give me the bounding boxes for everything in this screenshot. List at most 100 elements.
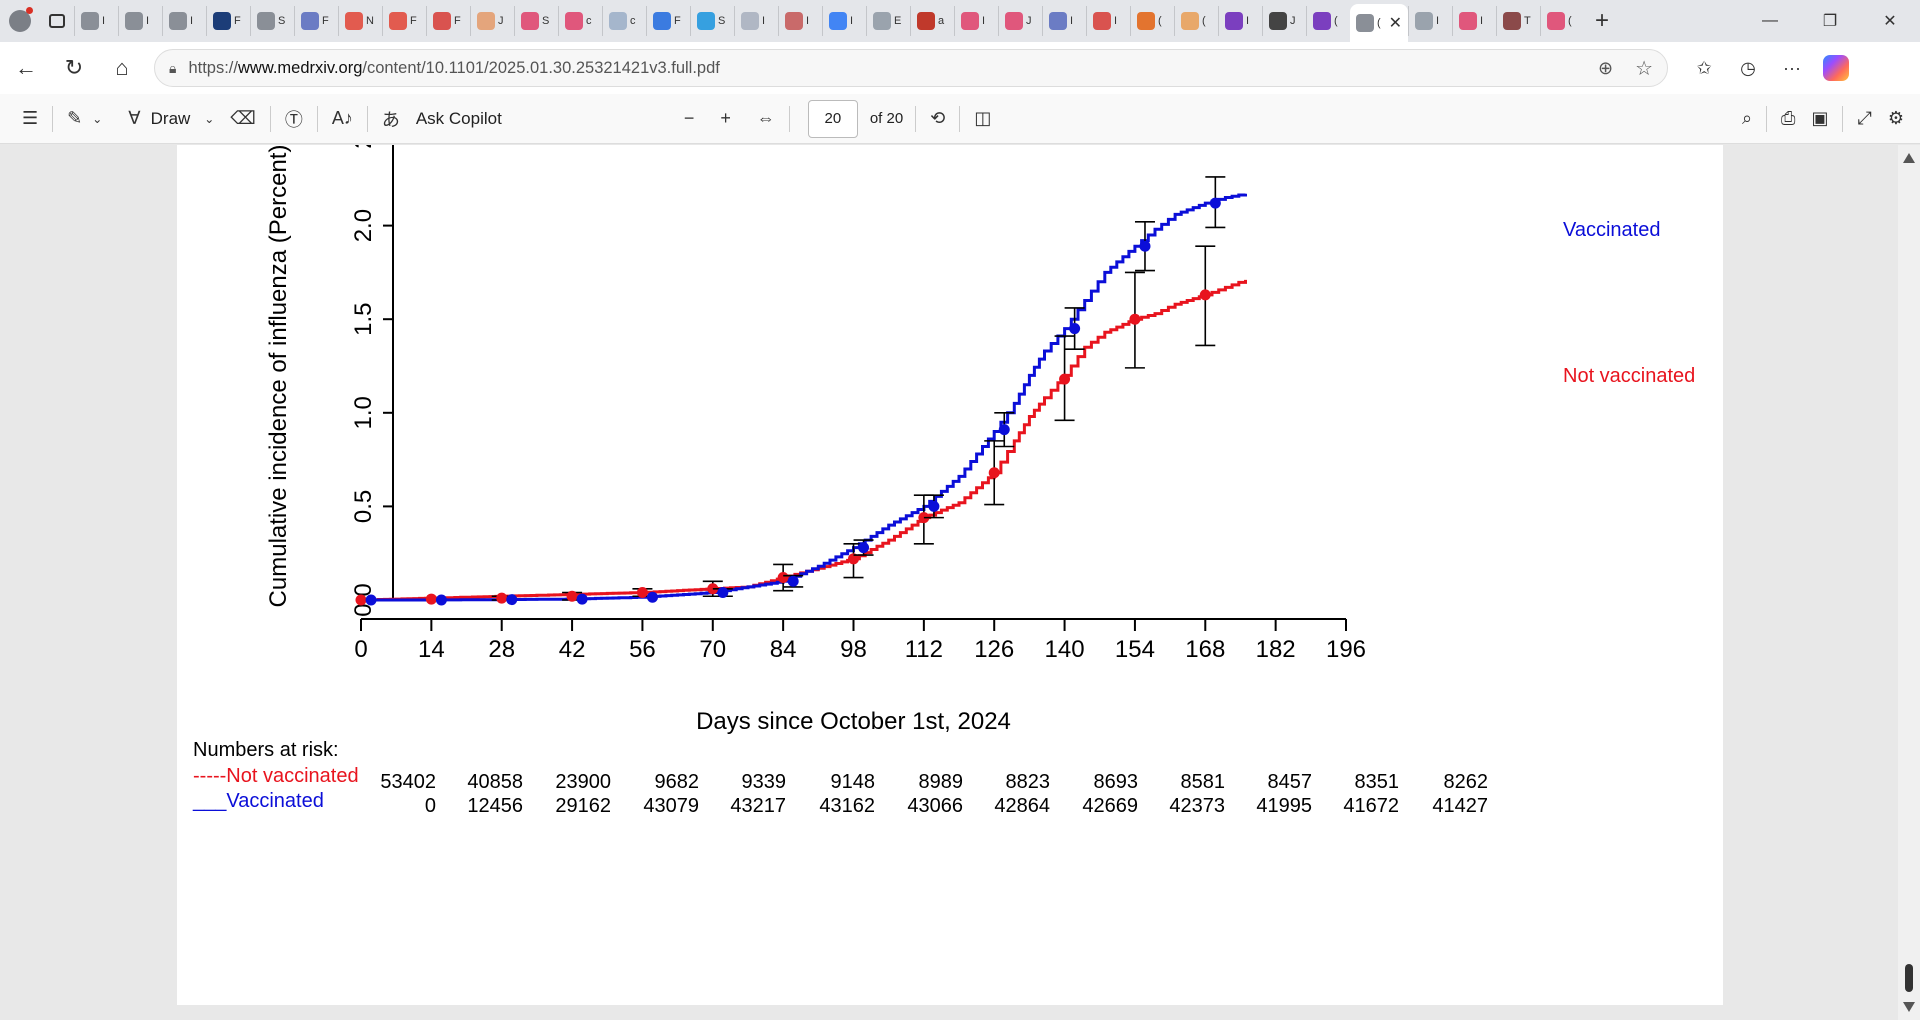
new-tab-button[interactable]: + xyxy=(1594,7,1609,34)
data-point xyxy=(1139,240,1151,252)
active-tab[interactable]: ( ✕ xyxy=(1350,4,1408,42)
tab-title: I xyxy=(190,15,194,27)
highlight-button[interactable]: ✎ ⌄ xyxy=(59,99,110,139)
chevron-down-icon: ⌄ xyxy=(204,111,215,126)
browser-tab[interactable]: E xyxy=(866,6,910,36)
zoom-icon[interactable]: ⊕ xyxy=(1597,57,1614,78)
browser-tab[interactable]: F xyxy=(426,6,470,36)
browser-tab[interactable]: I xyxy=(954,6,998,36)
vertical-scrollbar[interactable] xyxy=(1898,145,1920,1020)
lock-icon[interactable]: 🔒︎ xyxy=(169,59,177,76)
favorites-button[interactable]: ✩ xyxy=(1696,57,1712,78)
x-tick-label: 196 xyxy=(1326,636,1366,663)
page-view-button[interactable]: ◫ xyxy=(966,99,999,139)
plus-icon: + xyxy=(720,108,731,128)
refresh-button[interactable]: ↻ xyxy=(64,55,84,80)
home-button[interactable]: ⌂ xyxy=(115,55,129,80)
settings-button[interactable]: ⚙ xyxy=(1880,99,1912,139)
tab-favicon-icon xyxy=(565,12,583,30)
browser-tab[interactable]: S xyxy=(514,6,558,36)
browser-tab[interactable]: I xyxy=(778,6,822,36)
browser-tab[interactable]: a xyxy=(910,6,954,36)
browser-tab[interactable]: S xyxy=(250,6,294,36)
browser-tab[interactable]: F xyxy=(294,6,338,36)
browser-tab[interactable]: F xyxy=(382,6,426,36)
profile-avatar[interactable] xyxy=(0,0,40,42)
x-axis-label: Days since October 1st, 2024 xyxy=(696,708,1011,735)
url-field[interactable]: 🔒︎ https://www.medrxiv.org/content/10.11… xyxy=(154,49,1668,87)
back-button[interactable]: ← xyxy=(15,55,37,80)
browser-tab[interactable]: F xyxy=(646,6,690,36)
tab-title: I xyxy=(806,15,810,27)
browser-tab[interactable]: J xyxy=(470,6,514,36)
zoom-out-button[interactable]: − xyxy=(676,99,703,139)
browser-tab[interactable]: T xyxy=(1496,6,1540,36)
scroll-down-icon[interactable] xyxy=(1903,1002,1915,1012)
tab-favicon-icon xyxy=(741,12,759,30)
x-tick-label: 70 xyxy=(699,636,726,663)
browser-tab[interactable]: c xyxy=(558,6,602,36)
tab-actions-button[interactable] xyxy=(40,6,74,36)
browser-tab[interactable]: I xyxy=(822,6,866,36)
translate-button[interactable]: あ xyxy=(374,99,408,139)
copilot-button[interactable] xyxy=(1814,48,1858,88)
more-button[interactable]: ··· xyxy=(1783,57,1801,78)
read-aloud-button[interactable]: A♪ xyxy=(324,99,361,139)
restore-button[interactable]: ❐ xyxy=(1822,13,1838,30)
browser-tab[interactable]: I xyxy=(162,6,206,36)
browser-tab[interactable]: ( xyxy=(1174,6,1218,36)
chart-marks xyxy=(355,176,1226,606)
contents-button[interactable]: ☰ xyxy=(14,99,46,139)
save-button[interactable]: ▣ xyxy=(1803,99,1836,139)
page-number-input[interactable]: 20 xyxy=(807,99,858,138)
browser-tab[interactable]: ( xyxy=(1306,6,1350,36)
ask-copilot-button[interactable]: Ask Copilot xyxy=(408,99,510,139)
browser-tab[interactable]: I xyxy=(1452,6,1496,36)
print-button[interactable]: ⎙ xyxy=(1773,99,1803,139)
tab-favicon-icon xyxy=(1181,12,1199,30)
risk-cell: 8823 xyxy=(1006,771,1051,793)
data-point xyxy=(566,590,578,602)
browser-tab[interactable]: I xyxy=(1086,6,1130,36)
browser-tab[interactable]: S xyxy=(690,6,734,36)
browser-tab[interactable]: I xyxy=(1218,6,1262,36)
browser-tab[interactable]: I xyxy=(1408,6,1452,36)
browser-tab[interactable]: c xyxy=(602,6,646,36)
browser-tab[interactable]: I xyxy=(118,6,162,36)
browser-tab[interactable]: N xyxy=(338,6,382,36)
browser-tab[interactable]: I xyxy=(734,6,778,36)
erase-button[interactable]: ⌫ xyxy=(222,99,263,139)
browser-tab[interactable]: J xyxy=(998,6,1042,36)
browser-tab[interactable]: F xyxy=(206,6,250,36)
zoom-in-button[interactable]: + xyxy=(712,99,739,139)
search-button[interactable]: ⌕ xyxy=(1734,99,1760,139)
tab-favicon-icon xyxy=(521,12,539,30)
printer-icon: ⎙ xyxy=(1781,108,1796,128)
tab-title: F xyxy=(234,15,241,27)
tab-title: I xyxy=(982,15,986,27)
browser-tab[interactable]: J xyxy=(1262,6,1306,36)
x-tick-label: 0 xyxy=(354,636,367,663)
fit-width-button[interactable]: ⇔ xyxy=(749,99,783,139)
close-window-button[interactable]: ✕ xyxy=(1883,13,1897,30)
draw-button[interactable]: ∀ Draw ⌄ xyxy=(120,99,222,139)
browser-tab[interactable]: ( xyxy=(1130,6,1174,36)
notification-dot xyxy=(26,7,33,14)
favorite-star-icon[interactable]: ☆ xyxy=(1635,57,1653,80)
rotate-button[interactable]: ⟲ xyxy=(922,99,953,139)
gear-icon: ⚙ xyxy=(1887,108,1904,128)
browser-tab[interactable]: I xyxy=(74,6,118,36)
scroll-thumb[interactable] xyxy=(1905,964,1913,992)
close-tab-icon[interactable]: ✕ xyxy=(1388,15,1402,32)
add-text-button[interactable]: Ⓣ xyxy=(277,99,311,139)
risk-cell: 42669 xyxy=(1082,795,1138,817)
history-button[interactable]: ◷ xyxy=(1740,57,1756,78)
browser-tab[interactable]: ( xyxy=(1540,6,1584,36)
minimize-button[interactable]: — xyxy=(1762,12,1778,29)
browser-tab[interactable]: I xyxy=(1042,6,1086,36)
tab-title: ( xyxy=(1158,15,1162,27)
fullscreen-button[interactable]: ⤢ xyxy=(1849,99,1879,139)
scroll-up-icon[interactable] xyxy=(1903,153,1915,163)
